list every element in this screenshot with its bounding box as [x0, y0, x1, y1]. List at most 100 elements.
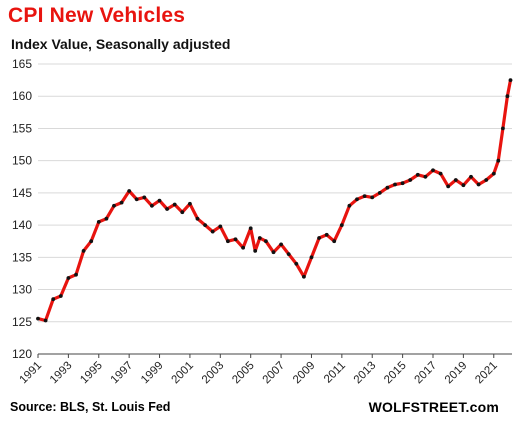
data-point [188, 201, 192, 206]
data-point [393, 182, 397, 187]
source-note: Source: BLS, St. Louis Fed [10, 400, 171, 414]
x-tick-label: 1997 [109, 360, 136, 387]
x-tick-label: 1999 [139, 360, 166, 387]
data-point [218, 224, 223, 229]
data-point [491, 171, 496, 176]
data-point [505, 94, 510, 99]
x-axis: 1991 1993 1995 1997 1999 2001 2003 2005 2007 2009… [18, 353, 512, 387]
data-point [501, 126, 505, 131]
data-point [302, 274, 306, 279]
x-tick-label: 1993 [48, 360, 75, 387]
data-point [74, 272, 78, 277]
data-point [36, 316, 40, 321]
y-tick-label: 145 [12, 186, 32, 200]
data-point [408, 178, 413, 182]
chart-subtitle: Index Value, Seasonally adjusted [11, 36, 231, 52]
data-point [43, 318, 48, 323]
y-tick-label: 130 [12, 283, 32, 297]
data-point [96, 220, 101, 224]
y-axis: 120 125 130 135 140 145 150 155 160 165 [12, 57, 32, 361]
data-point [210, 229, 215, 234]
data-point [377, 191, 382, 195]
x-tick-label: 2001 [169, 360, 196, 387]
data-point [423, 174, 428, 179]
data-point [469, 174, 473, 179]
data-point [271, 250, 276, 255]
series-line [36, 78, 513, 323]
data-point [58, 294, 63, 298]
data-point [362, 194, 367, 199]
data-point [248, 226, 253, 231]
data-point [112, 203, 116, 208]
x-tick-label: 1991 [18, 360, 45, 387]
x-tick-label: 2005 [230, 360, 257, 387]
x-tick-label: 2017 [413, 360, 440, 387]
cpi-series [36, 78, 513, 323]
x-tick-label: 1995 [78, 360, 105, 387]
data-point [339, 223, 344, 228]
data-point [279, 242, 283, 247]
data-point [81, 249, 86, 253]
y-tick-label: 135 [12, 250, 32, 264]
data-point [257, 236, 262, 240]
data-point [400, 181, 405, 186]
data-point [172, 202, 177, 207]
y-tick-label: 155 [12, 121, 32, 135]
data-point [476, 182, 481, 187]
data-point [484, 178, 489, 182]
data-point [127, 189, 132, 193]
x-tick-label: 2021 [473, 360, 500, 387]
chart-title: CPI New Vehicles [8, 4, 186, 27]
gridlines [38, 63, 512, 355]
data-point [264, 239, 268, 244]
y-tick-label: 125 [12, 315, 32, 329]
data-point [309, 255, 314, 260]
x-tick-label: 2009 [291, 360, 318, 387]
data-point [317, 236, 321, 240]
y-tick-label: 165 [12, 57, 32, 71]
data-point [324, 232, 329, 237]
y-tick-label: 140 [12, 218, 32, 232]
data-point [134, 197, 139, 202]
data-point [150, 203, 154, 208]
data-point [415, 172, 420, 177]
data-point [226, 239, 230, 244]
data-point [431, 168, 435, 173]
data-point [461, 183, 466, 188]
x-tick-label: 2003 [200, 360, 227, 387]
data-point [165, 207, 170, 211]
data-point [203, 223, 208, 228]
data-point [119, 200, 124, 205]
x-tick-label: 2013 [352, 360, 379, 387]
data-point [180, 210, 185, 215]
data-point [286, 252, 291, 256]
y-tick-label: 120 [12, 347, 32, 361]
x-tick-label: 2011 [322, 360, 348, 386]
y-tick-label: 150 [12, 154, 32, 168]
data-point [370, 195, 375, 200]
data-point [104, 216, 109, 221]
data-point [294, 261, 299, 266]
x-tick-label: 2019 [443, 360, 470, 387]
data-point [241, 245, 246, 250]
data-point [157, 198, 162, 203]
y-tick-label: 160 [12, 89, 32, 103]
data-point [347, 203, 352, 208]
data-point [385, 185, 390, 190]
data-point [233, 237, 238, 242]
data-point [66, 276, 71, 280]
data-point [355, 197, 359, 202]
data-point [508, 78, 513, 82]
data-point [332, 239, 337, 244]
data-point [453, 178, 458, 182]
data-point [89, 239, 94, 244]
x-tick-label: 2015 [382, 360, 409, 387]
x-tick-label: 2007 [261, 360, 288, 387]
brand-logo-text: WOLFSTREET.com [368, 399, 499, 415]
data-point [253, 249, 258, 253]
data-point [446, 184, 451, 189]
data-point [496, 158, 501, 163]
data-point [142, 195, 147, 200]
data-point [438, 171, 443, 176]
